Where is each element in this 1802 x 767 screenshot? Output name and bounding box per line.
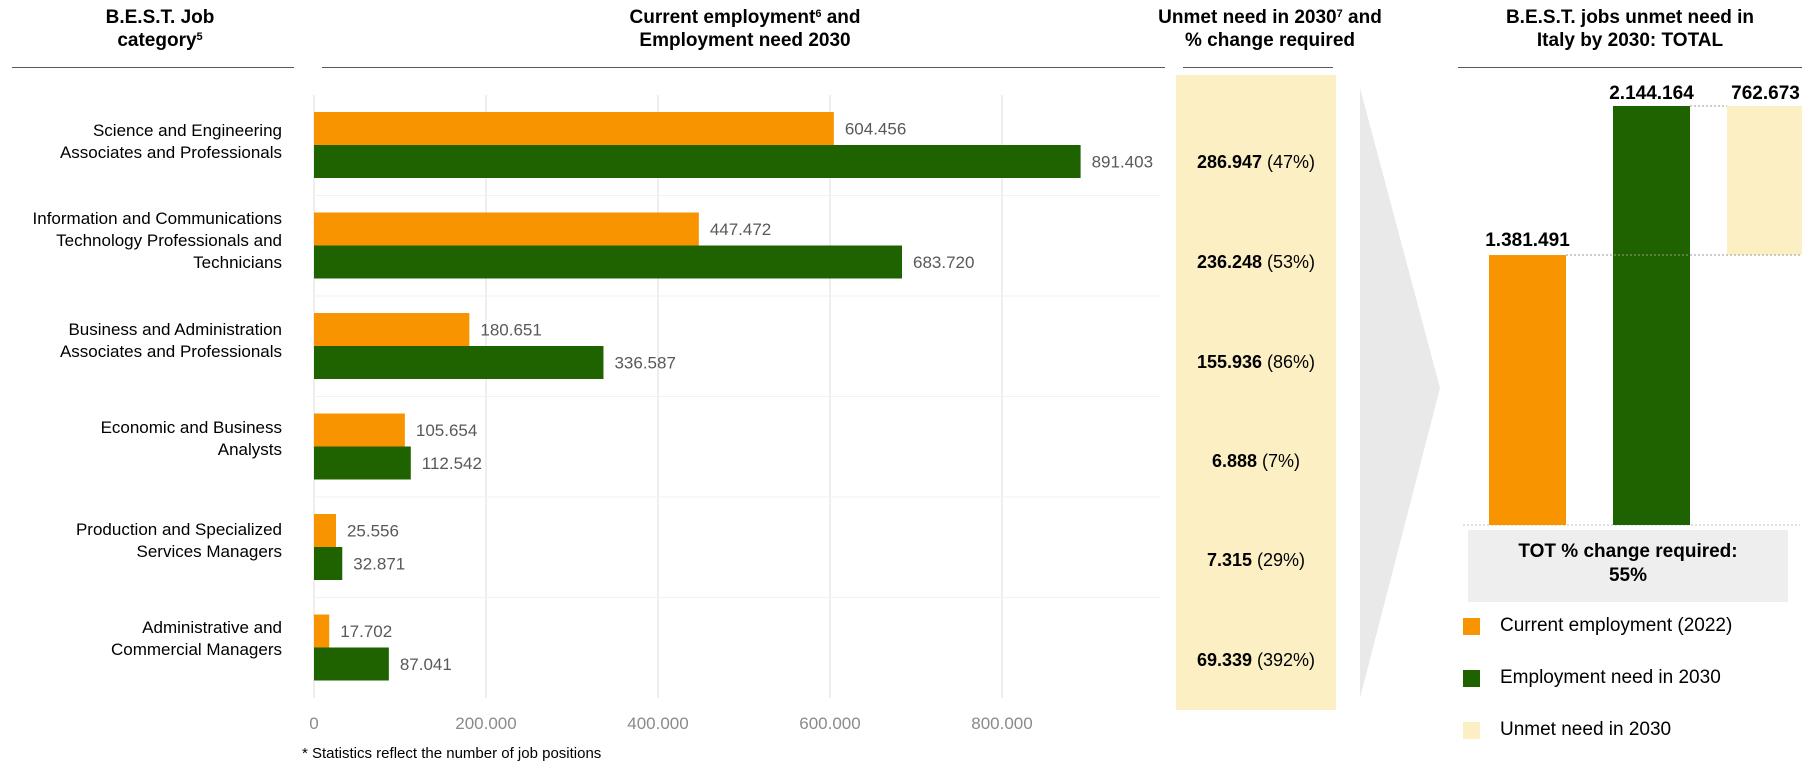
bar-value-label: 447.472	[710, 220, 771, 239]
category-label: Science and Engineering Associates and Pr…	[59, 121, 282, 162]
bar-value-label: 683.720	[913, 253, 974, 272]
unmet-need-row: 286.947 (47%)	[1196, 152, 1316, 172]
bar-current	[314, 112, 834, 145]
bar-value-label: 891.403	[1092, 153, 1153, 172]
bar-value-label: 105.654	[416, 421, 477, 440]
bar-current	[314, 212, 699, 246]
total-bar-current	[1489, 255, 1566, 525]
legend-label: Current employment (2022)	[1500, 615, 1733, 636]
x-tick-label: 200.000	[455, 714, 516, 733]
bar-need	[314, 446, 411, 480]
unmet-need-row: 155.936 (86%)	[1196, 352, 1316, 372]
category-label: Production and Specialized Services Manag…	[75, 520, 282, 561]
header-employment-and: and	[821, 7, 861, 28]
bar-value-label: 180.651	[480, 321, 541, 340]
bar-need	[314, 245, 902, 279]
header-employment-line2: Employment need 2030	[639, 30, 851, 51]
connector-chevron	[1360, 88, 1440, 698]
category-label: Administrative and Commercial Managers	[111, 618, 282, 659]
category-label: Business and Administration Associates an…	[59, 320, 282, 361]
bar-value-label: 336.587	[614, 354, 675, 373]
header-unmet-line2: % change required	[1185, 30, 1355, 51]
header-employment: Current employment6 and Employment need …	[520, 6, 970, 52]
bar-value-label: 32.871	[353, 555, 405, 574]
header-job-category-line1: B.E.S.T. Job	[105, 7, 215, 28]
header-rule-unmet	[1183, 67, 1333, 68]
legend-label: Unmet need in 2030	[1500, 719, 1672, 740]
unmet-need-panel: 286.947 (47%) 236.248 (53%) 155.936 (86%…	[1176, 75, 1336, 710]
bar-need	[314, 647, 389, 681]
category-label: Economic and Business Analysts	[100, 418, 282, 459]
legend-swatch-need	[1463, 669, 1480, 687]
bar-current	[314, 313, 470, 346]
total-change-box: TOT % change required: 55%	[1468, 530, 1788, 602]
total-value-label: 2.144.164	[1609, 83, 1694, 104]
unmet-need-row: 6.888 (7%)	[1211, 451, 1301, 471]
header-total-line2: Italy by 2030: TOTAL	[1536, 30, 1724, 51]
bar-need	[314, 145, 1081, 178]
bar-current	[314, 614, 330, 648]
legend-item-unmet: Unmet need in 2030	[1463, 717, 1671, 743]
header-unmet-line1: Unmet need in 2030	[1158, 7, 1337, 28]
total-value-label: 762.673	[1731, 83, 1800, 104]
bar-need	[314, 547, 343, 580]
legend-swatch-unmet	[1463, 721, 1480, 739]
header-total: B.E.S.T. jobs unmet need in Italy by 203…	[1450, 6, 1802, 52]
header-employment-line1: Current employment	[629, 7, 816, 28]
total-bar-need	[1613, 106, 1690, 525]
bar-current	[314, 413, 405, 447]
bar-value-label: 25.556	[347, 522, 399, 541]
x-tick-label: 0	[309, 714, 318, 733]
footnote: * Statistics reflect the number of job p…	[302, 745, 602, 762]
header-sup: 5	[196, 31, 203, 43]
total-change-label: TOT % change required:	[1518, 541, 1738, 562]
legend-swatch-current	[1463, 617, 1480, 635]
bar-need	[314, 346, 604, 379]
bar-value-label: 87.041	[400, 655, 452, 674]
bar-value-label: 17.702	[340, 622, 392, 641]
header-total-line1: B.E.S.T. jobs unmet need in	[1505, 7, 1755, 28]
total-change-value: 55%	[1608, 565, 1648, 586]
legend-label: Employment need in 2030	[1500, 667, 1721, 688]
x-tick-label: 400.000	[627, 714, 688, 733]
bar-value-label: 112.542	[422, 454, 482, 473]
header-job-category: B.E.S.T. Job category5	[60, 6, 260, 52]
header-rule-employment	[322, 67, 1165, 68]
total-waterfall-chart: 1.381.491 2.144.164 762.673	[1463, 83, 1802, 526]
header-sup: 6	[815, 8, 822, 20]
header-rule-total	[1458, 67, 1802, 68]
bar-current	[314, 514, 336, 547]
legend-item-need: Employment need in 2030	[1463, 665, 1721, 691]
legend-item-current: Current employment (2022)	[1463, 613, 1732, 639]
total-bar-unmet	[1727, 106, 1802, 256]
x-tick-label: 600.000	[799, 714, 860, 733]
header-sup: 7	[1336, 8, 1343, 20]
category-label: Information and Communications Technology…	[32, 209, 282, 272]
header-unmet-and: and	[1342, 7, 1382, 28]
total-value-label: 1.381.491	[1485, 230, 1570, 251]
header-unmet-need: Unmet need in 20307 and % change require…	[1140, 6, 1400, 52]
employment-bar-chart: 0 200.000 400.000 600.000 800.000 604.456 891.…	[309, 95, 1160, 733]
x-tick-label: 800.000	[971, 714, 1032, 733]
unmet-need-row: 69.339 (392%)	[1196, 650, 1316, 670]
header-rule-category	[12, 67, 294, 68]
unmet-need-row: 7.315 (29%)	[1206, 550, 1306, 570]
unmet-need-row: 236.248 (53%)	[1196, 252, 1316, 272]
bar-value-label: 604.456	[845, 120, 906, 139]
header-job-category-line2: category	[117, 30, 197, 51]
